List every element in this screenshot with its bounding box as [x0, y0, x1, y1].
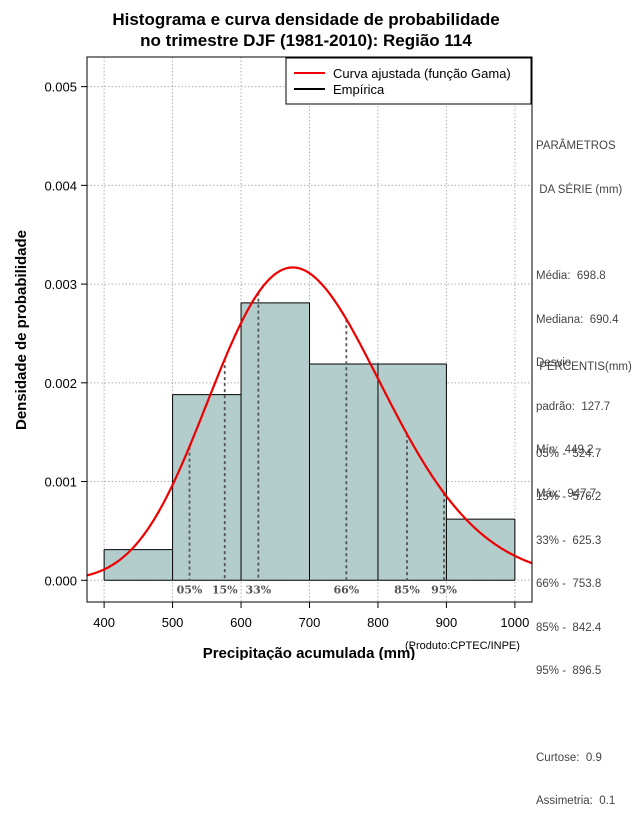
- product-credit: (Produto:CPTEC/INPE): [405, 640, 520, 652]
- percentile-label-05%: 05%: [177, 583, 203, 596]
- param-stddev-1: Desvio: [536, 357, 572, 369]
- kurtosis: Curtose: 0.9: [536, 751, 602, 764]
- param-max: Máx: 947.7: [536, 487, 597, 500]
- x-tick-label-0: 400: [93, 615, 115, 630]
- param-mean: Média: 698.8: [536, 270, 606, 282]
- x-axis: 400 500 600 700 800 900 1000: [93, 602, 529, 630]
- param-stddev-2: padrão: 127.7: [536, 400, 611, 413]
- percentiles-title: PERCENTIS(mm): [536, 361, 632, 373]
- legend: Curva ajustada (função Gama) Empírica: [285, 57, 532, 105]
- legend-label-curve: Curva ajustada (função Gama): [333, 66, 511, 81]
- params-title-2: DA SÉRIE (mm): [536, 183, 623, 196]
- percentile-label-95%: 95%: [431, 583, 457, 596]
- x-tick-label-3: 700: [299, 615, 321, 630]
- curve-layer: [86, 266, 533, 577]
- x-tick-label-1: 500: [162, 615, 184, 630]
- chart-title-line-1: Histograma e curva densidade de probabil…: [112, 10, 499, 29]
- percentile-95: 95% - 896.5: [536, 665, 602, 677]
- y-tick-label-5: 0.005: [44, 80, 77, 95]
- y-tick-label-3: 0.003: [44, 277, 77, 292]
- percentile-lines: [188, 292, 445, 581]
- series-parameters-panel: PARÂMETROS DA SÉRIE (mm) Média: 698.8 Me…: [536, 110, 622, 516]
- chart-title-line-2: no trimestre DJF (1981-2010): Região 114: [140, 31, 472, 50]
- x-tick-label-4: 800: [367, 615, 389, 630]
- percentile-label-33%: 33%: [245, 583, 271, 596]
- percentile-labels: 05% 15% 33% 66% 85% 95%: [177, 583, 458, 596]
- x-tick-label-5: 900: [436, 615, 458, 630]
- skewness: Assimetria: 0.1: [536, 795, 616, 807]
- y-axis-label: Densidade de probabilidade: [13, 230, 30, 430]
- percentile-label-66%: 66%: [333, 583, 359, 596]
- bar-0: [104, 549, 173, 581]
- fitted-gamma-curve: [86, 266, 533, 577]
- bars: [103, 302, 516, 581]
- histogram-chart: Histograma e curva densidade de probabil…: [13, 10, 533, 660]
- legend-label-empirical: Empírica: [333, 82, 385, 97]
- y-tick-label-4: 0.004: [44, 178, 77, 193]
- percentiles-panel: PERCENTIS(mm) 05% - 524.7 15% - 576.2 33…: [536, 331, 632, 823]
- percentile-85: 85% - 842.4: [536, 621, 602, 634]
- percentile-label-85%: 85%: [394, 583, 420, 596]
- bar-3: [309, 364, 378, 581]
- param-min: Mín: 449.2: [536, 444, 594, 456]
- bar-2: [241, 302, 310, 581]
- x-tick-label-6: 1000: [500, 615, 529, 630]
- percentile-05: 05% - 524.7: [536, 447, 602, 460]
- plot-frame: [86, 56, 533, 603]
- percentile-66: 66% - 753.8: [536, 578, 602, 590]
- bar-1: [172, 394, 242, 581]
- percentile-15: 15% - 576.2: [536, 491, 602, 503]
- legend-box: [285, 57, 532, 105]
- y-axis: 0.000 0.001 0.002 0.003 0.004 0.005: [44, 80, 87, 588]
- x-axis-label: Precipitação acumulada (mm): [203, 645, 416, 660]
- y-tick-label-1: 0.001: [44, 475, 77, 490]
- y-tick-label-2: 0.002: [44, 376, 77, 391]
- percentile-label-15%: 15%: [212, 583, 238, 596]
- param-median: Mediana: 690.4: [536, 313, 619, 326]
- x-tick-label-2: 600: [230, 615, 252, 630]
- params-title-1: PARÂMETROS: [536, 140, 616, 152]
- percentile-33: 33% - 625.3: [536, 534, 602, 547]
- y-tick-label-0: 0.000: [44, 573, 77, 588]
